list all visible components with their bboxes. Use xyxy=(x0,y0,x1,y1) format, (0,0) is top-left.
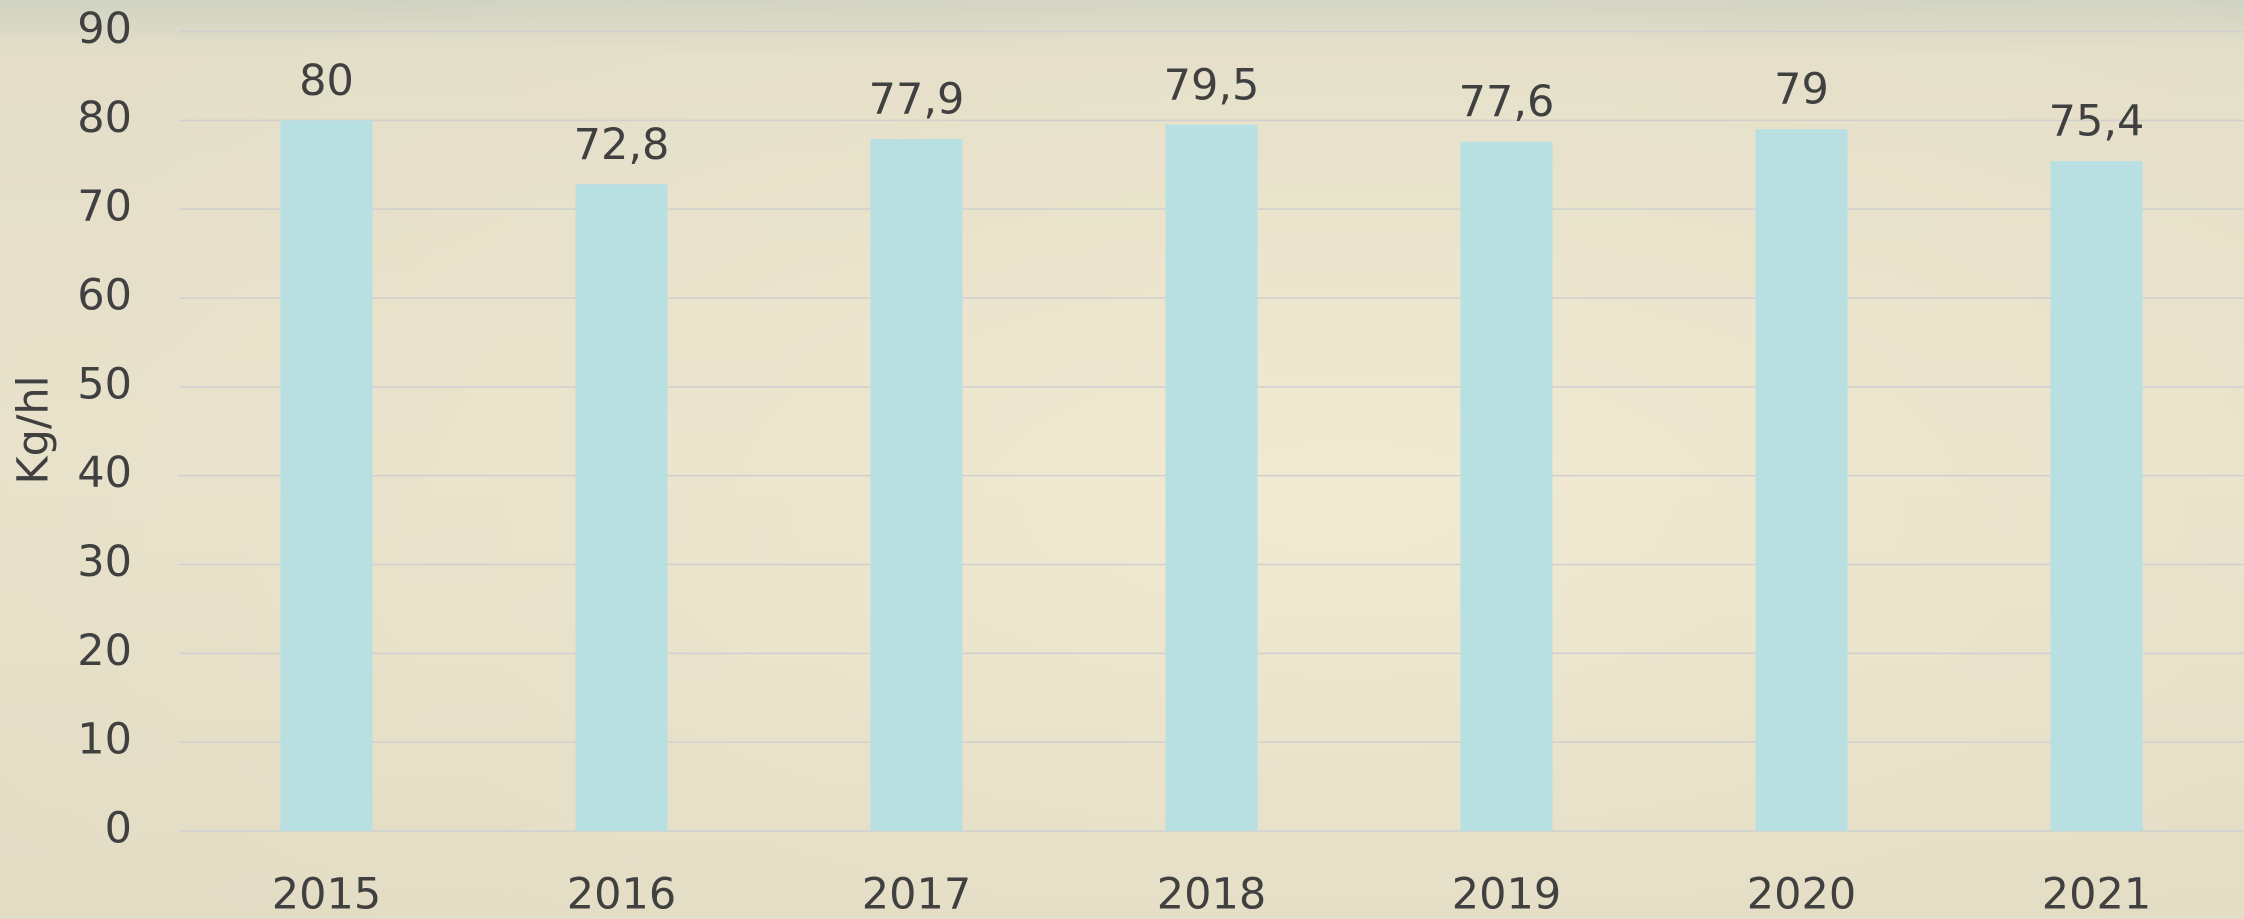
bar xyxy=(576,184,668,831)
x-tick-label: 2018 xyxy=(1157,870,1266,919)
chart: Kg/hl 0 10 20 30 40 50 60 70 80 90 2015 80 2016 72,8 2… xyxy=(0,0,2244,919)
y-tick-label: 30 xyxy=(77,537,132,587)
x-tick-label: 2020 xyxy=(1747,870,1856,919)
bar xyxy=(1756,129,1848,831)
data-label: 79,5 xyxy=(1164,60,1260,110)
y-tick-label: 50 xyxy=(77,359,132,409)
bar xyxy=(281,120,373,831)
bar xyxy=(871,139,963,831)
bar xyxy=(1461,142,1553,831)
bar xyxy=(1166,125,1258,831)
data-label: 79 xyxy=(1774,65,1829,115)
data-label: 77,6 xyxy=(1459,77,1555,127)
data-label: 72,8 xyxy=(574,120,670,170)
data-label: 77,9 xyxy=(869,74,965,124)
data-label: 80 xyxy=(299,56,354,106)
x-tick-label: 2019 xyxy=(1452,870,1561,919)
x-tick-label: 2021 xyxy=(2042,870,2151,919)
data-label: 75,4 xyxy=(2049,97,2145,147)
x-tick-label: 2017 xyxy=(862,870,971,919)
bar xyxy=(2051,161,2143,831)
y-tick-label: 90 xyxy=(77,4,132,54)
x-tick-label: 2015 xyxy=(272,870,381,919)
y-tick-label: 60 xyxy=(77,271,132,321)
y-tick-label: 0 xyxy=(105,804,132,854)
y-tick-label: 10 xyxy=(77,715,132,765)
y-tick-label: 20 xyxy=(77,626,132,676)
y-axis-label: Kg/hl xyxy=(9,375,59,484)
x-tick-label: 2016 xyxy=(567,870,676,919)
y-tick-label: 40 xyxy=(77,448,132,498)
y-tick-label: 70 xyxy=(77,182,132,232)
y-tick-label: 80 xyxy=(77,93,132,143)
